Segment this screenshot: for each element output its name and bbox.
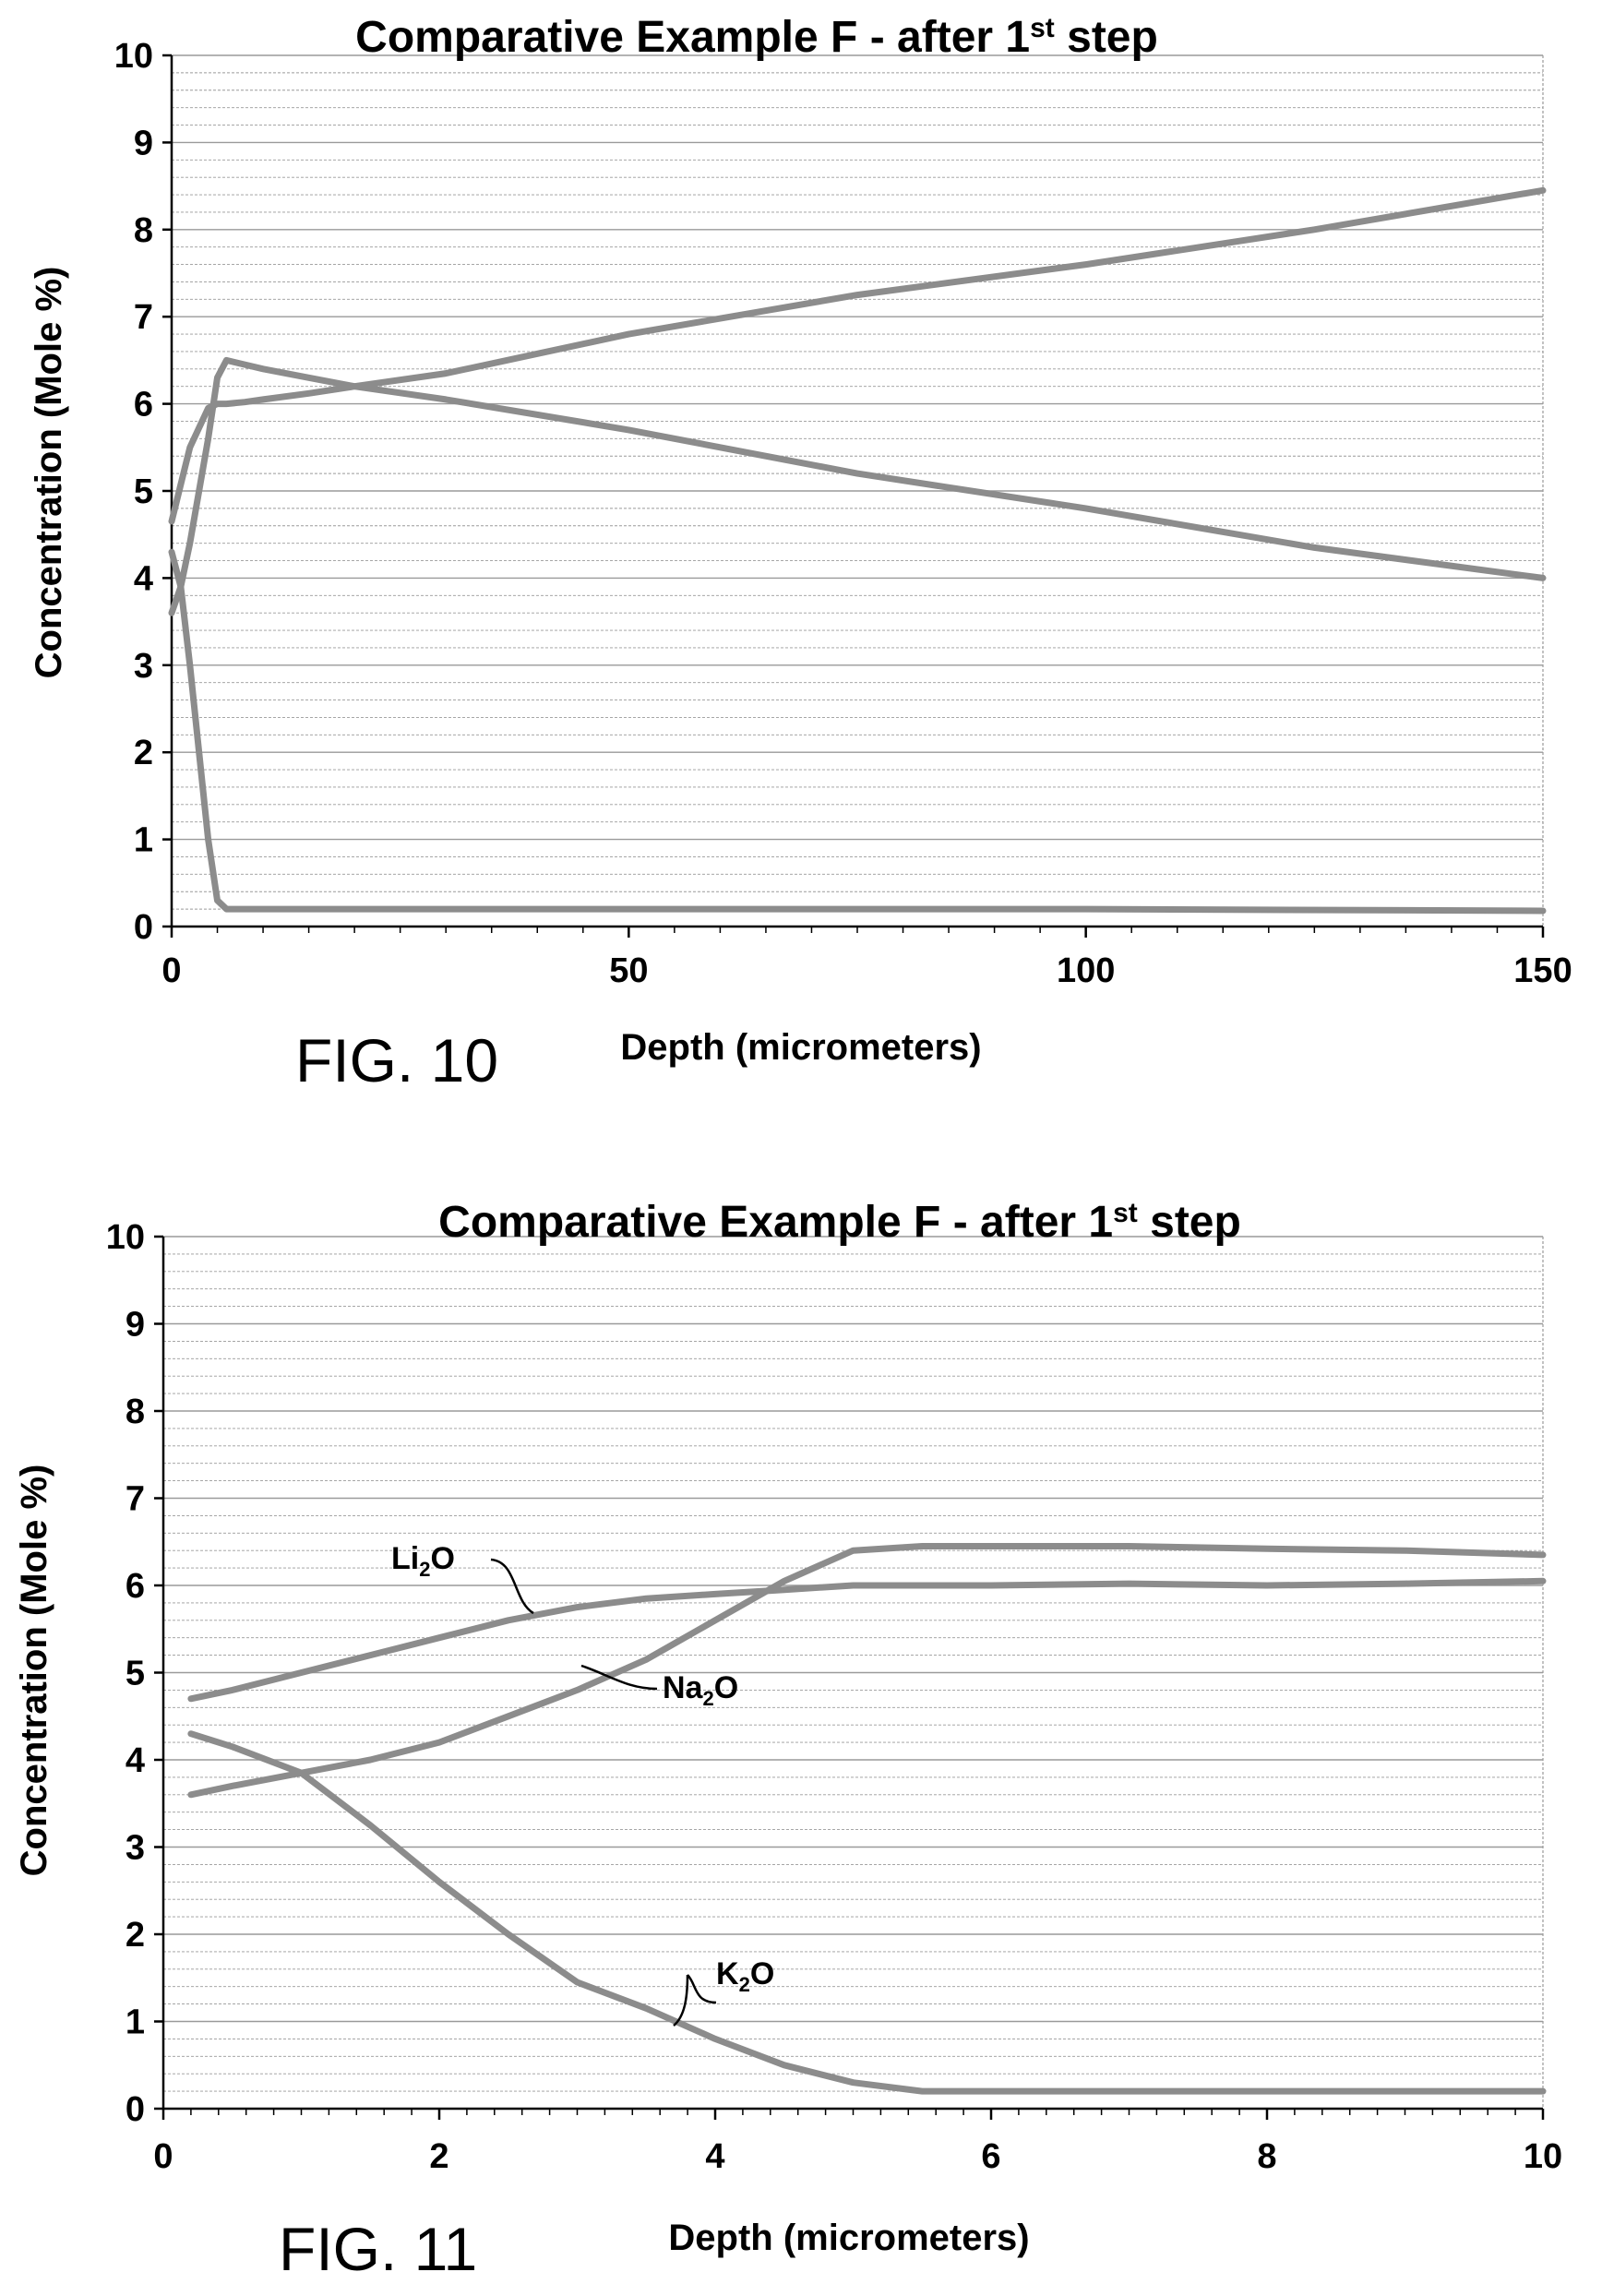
x-axis-label: Depth (micrometers) [668,2218,1029,2258]
y-tick-label: 6 [126,1567,145,1606]
x-tick-label: 100 [1057,951,1115,990]
y-axis-label: Concentration (Mole %) [14,1465,54,1877]
chart-fig-11: 0 1 2 3 4 5 6 7 8 9 10 0 2 4 6 8 10 Comparative Example… [14,1198,1562,2283]
na2o-leader-line [580,1664,658,1691]
chart-fig-10: 0 1 2 3 4 5 6 7 8 9 10 0 50 100 150 Comparative Examp… [29,13,1572,1094]
x-axis-label: Depth (micrometers) [620,1027,981,1068]
y-tick-label: 7 [134,298,153,337]
y-tick-label: 0 [134,908,153,947]
y-tick-label: 10 [106,1218,145,1257]
y-tick-label: 3 [126,1829,145,1868]
k2o-leader-line [673,1974,717,2027]
li2o-line [187,1577,1547,1703]
y-tick-label: 8 [134,211,153,250]
li2o-leader-line [490,1558,534,1615]
y-tick-label: 0 [126,2090,145,2129]
x-tick-label: 150 [1513,951,1572,990]
y-tick-label: 2 [134,734,153,772]
y-tick-label: 1 [134,821,153,860]
k2o-label: K2O [716,1956,774,1996]
series-2-line [168,356,1547,616]
na2o-label: Na2O [663,1670,738,1710]
x-tick-labels: 0 50 100 150 [161,951,1572,990]
chart-title: Comparative Example F - after 1st step [438,1198,1241,1247]
figure-label: FIG. 10 [295,1026,498,1094]
x-tick-label: 8 [1257,2137,1276,2176]
y-tick-labels: 0 1 2 3 4 5 6 7 8 9 10 [106,1218,145,2129]
chart-title: Comparative Example F - after 1st step [355,13,1158,62]
y-tick-label: 3 [134,647,153,686]
x-tick-label: 0 [161,951,181,990]
x-tick-label: 4 [705,2137,724,2176]
y-tick-label: 9 [126,1306,145,1345]
y-tick-label: 6 [134,386,153,425]
y-tick-label: 9 [134,124,153,162]
y-axis-label: Concentration (Mole %) [29,267,69,679]
k2o-line [187,1730,1547,2095]
y-tick-label: 10 [114,37,153,76]
x-tick-label: 10 [1524,2137,1562,2176]
chart-series [187,1543,1547,2095]
y-tick-label: 5 [134,472,153,511]
chart-axes [154,1235,1545,2120]
y-tick-label: 4 [126,1741,145,1780]
y-tick-labels: 0 1 2 3 4 5 6 7 8 9 10 [114,37,153,947]
li2o-label: Li2O [391,1541,455,1581]
x-tick-label: 0 [153,2137,173,2176]
series-3-line [168,548,1547,915]
y-tick-label: 4 [134,559,153,598]
y-tick-label: 8 [126,1393,145,1431]
x-tick-labels: 0 2 4 6 8 10 [153,2137,1562,2176]
y-tick-label: 7 [126,1480,145,1519]
figure-label: FIG. 11 [279,2215,477,2283]
x-tick-label: 2 [429,2137,448,2176]
chart-series [168,186,1547,915]
chart-axes [162,54,1545,938]
na2o-line [187,1543,1547,1799]
y-tick-label: 5 [126,1655,145,1693]
y-tick-label: 1 [126,2003,145,2042]
x-tick-label: 50 [609,951,648,990]
y-tick-label: 2 [126,1916,145,1955]
x-tick-label: 6 [981,2137,1000,2176]
